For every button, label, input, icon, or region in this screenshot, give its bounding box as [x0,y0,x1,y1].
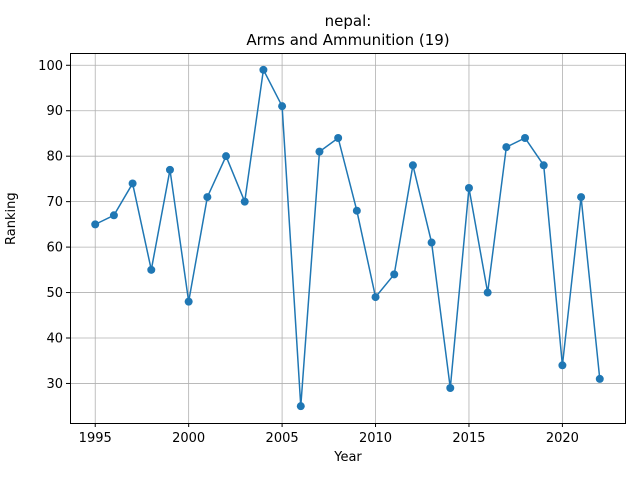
y-tick-label: 30 [46,377,63,392]
data-point [352,206,361,215]
data-point [390,270,399,279]
data-point [165,165,174,174]
data-point [222,152,231,161]
y-tick-label: 80 [46,150,63,165]
y-tick-label: 70 [46,195,63,210]
tick-layer: 1995 2000 2005 2010 2015 2020 30 40 50 60 70 80 90 10… [38,59,579,446]
y-axis-label: Ranking [4,192,19,245]
data-point [539,161,548,170]
x-tick-label: 2010 [359,431,392,446]
data-point [259,65,268,74]
data-point [147,265,156,274]
data-point [427,238,436,247]
x-tick-label: 2000 [172,431,205,446]
data-point [334,134,343,142]
data-point [577,193,586,202]
data-point [91,220,100,229]
grid-lines [70,53,625,423]
x-tick-label: 2015 [452,431,485,446]
data-point [558,361,567,370]
chart-subtitle: Arms and Ammunition (19) [246,31,450,49]
y-tick-label: 60 [46,241,63,256]
data-point [315,147,324,156]
data-point [521,134,530,142]
data-point [502,143,511,152]
y-tick-label: 100 [38,59,63,74]
data-point [408,161,417,170]
data-point [464,184,473,192]
data-point [184,297,193,306]
data-point [483,288,492,297]
data-point [446,384,455,392]
plot-area-frame [70,53,626,424]
y-tick-label: 90 [46,104,63,119]
data-point [371,293,380,302]
data-point [203,193,212,202]
x-tick-label: 2005 [266,431,299,446]
series-layer [91,65,604,411]
data-point [128,179,137,188]
x-tick-label: 1995 [79,431,112,446]
data-point [278,102,287,111]
data-point [296,402,305,411]
data-point [240,197,249,206]
y-tick-label: 40 [46,332,63,347]
series-line [94,67,601,407]
chart-title: nepal: [324,12,372,30]
data-point [595,374,604,383]
data-point [109,211,118,220]
x-axis-label: Year [334,450,362,465]
y-tick-label: 50 [46,286,63,301]
x-tick-label: 2020 [546,431,579,446]
